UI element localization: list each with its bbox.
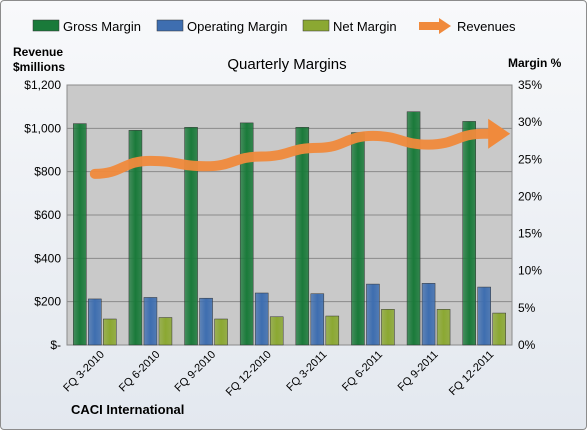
left-axis-title-line1: Revenue bbox=[13, 45, 63, 59]
net-margin-bar bbox=[325, 315, 340, 346]
operating-margin-bar bbox=[421, 283, 436, 346]
net-margin-bar bbox=[214, 318, 228, 346]
legend-swatch-revenues-arrow bbox=[439, 18, 451, 34]
legend-label: Gross Margin bbox=[63, 19, 141, 34]
gross-margin-bar bbox=[295, 127, 310, 346]
net-margin-bar bbox=[436, 309, 451, 346]
gross-margin-bar bbox=[128, 130, 143, 346]
right-tick-label: 30% bbox=[518, 115, 542, 129]
gross-margin-bar bbox=[462, 121, 476, 346]
operating-margin-bar bbox=[310, 293, 325, 346]
left-tick-label: $1,200 bbox=[24, 78, 61, 92]
net-margin-bar bbox=[103, 318, 117, 346]
net-margin-bar bbox=[158, 317, 173, 346]
x-tick-label: FQ 3-2011 bbox=[284, 349, 329, 394]
revenues-line-path bbox=[89, 128, 504, 179]
x-tick-label: FQ 6-2011 bbox=[340, 349, 385, 394]
legend-swatch-operating-margin bbox=[156, 19, 184, 32]
legend-swatch-net-margin bbox=[302, 19, 330, 32]
legend-label: Revenues bbox=[457, 19, 516, 34]
left-tick-label: $- bbox=[50, 338, 61, 352]
operating-margin-bar bbox=[366, 283, 380, 346]
legend: Gross Margin Operating Margin Net Margin Re… bbox=[32, 18, 516, 34]
revenues-arrowhead bbox=[488, 118, 511, 149]
left-axis-ticks: $- $200 $400 $600 $800 $1,000 $1,200 bbox=[24, 78, 61, 352]
gross-margin-bar bbox=[239, 122, 254, 346]
gross-margin-bar bbox=[406, 111, 421, 346]
source-label: CACI International bbox=[71, 402, 184, 417]
right-tick-label: 15% bbox=[518, 227, 542, 241]
operating-margin-bar bbox=[477, 286, 491, 346]
x-tick-label: FQ 9-2010 bbox=[173, 349, 219, 395]
right-tick-label: 10% bbox=[518, 264, 542, 278]
gross-margin-bar bbox=[73, 123, 87, 346]
operating-margin-bar bbox=[88, 298, 102, 346]
net-margin-bar bbox=[269, 316, 284, 346]
left-tick-label: $200 bbox=[34, 295, 61, 309]
net-margin-bar bbox=[381, 309, 395, 346]
legend-label: Net Margin bbox=[333, 19, 397, 34]
gross-margin-bar bbox=[184, 127, 198, 346]
x-tick-label: FQ 12-2011 bbox=[447, 349, 496, 398]
left-tick-label: $1,000 bbox=[24, 121, 61, 135]
x-tick-label: FQ 3-2010 bbox=[61, 349, 107, 395]
legend-label: Operating Margin bbox=[187, 19, 287, 34]
right-tick-label: 0% bbox=[518, 338, 536, 352]
right-axis-ticks: 0% 5% 10% 15% 20% 25% 30% 35% bbox=[518, 78, 542, 352]
operating-margin-bar bbox=[199, 297, 213, 346]
gross-margin-bar bbox=[351, 132, 365, 346]
right-axis-title: Margin % bbox=[508, 56, 562, 70]
right-tick-label: 20% bbox=[518, 189, 542, 203]
operating-margin-bar bbox=[143, 297, 158, 346]
net-margin-bar bbox=[492, 312, 506, 346]
left-tick-label: $800 bbox=[34, 165, 61, 179]
x-tick-label: FQ 6-2010 bbox=[117, 349, 163, 395]
legend-swatch-gross-margin bbox=[32, 19, 60, 32]
bars bbox=[73, 111, 506, 346]
x-tick-label: FQ 12-2010 bbox=[224, 349, 274, 399]
left-tick-label: $600 bbox=[34, 208, 61, 222]
operating-margin-bar bbox=[254, 292, 269, 346]
right-tick-label: 25% bbox=[518, 152, 542, 166]
x-tick-label: FQ 9-2011 bbox=[396, 349, 441, 394]
revenues-line bbox=[89, 118, 511, 179]
chart-title: Quarterly Margins bbox=[227, 56, 346, 73]
right-tick-label: 35% bbox=[518, 78, 542, 92]
left-tick-label: $400 bbox=[34, 251, 61, 265]
x-axis-ticks: FQ 3-2010 FQ 6-2010 FQ 9-2010 FQ 12-2010 FQ … bbox=[61, 349, 496, 399]
left-axis-title-line2: $millions bbox=[13, 60, 65, 74]
right-tick-label: 5% bbox=[518, 301, 536, 315]
